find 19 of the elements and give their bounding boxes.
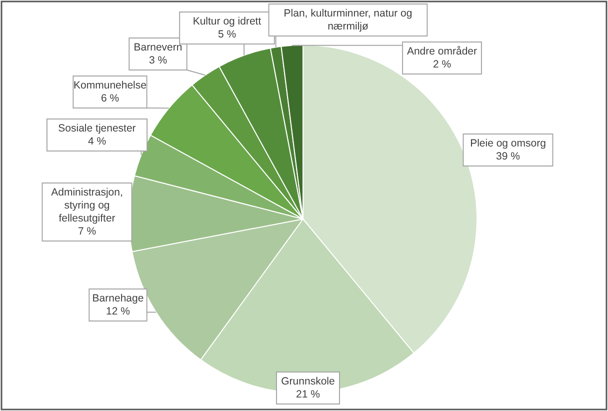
slice-label: Grunnskole: [281, 376, 336, 388]
data-label: 2 %: [432, 58, 452, 70]
data-label: 3 %: [148, 54, 168, 66]
slice-label: Barnehage: [92, 292, 144, 304]
slice-label: Kultur og idrett: [192, 16, 262, 28]
slice-label: Administrasjon, styring og fellesutgifter: [51, 186, 123, 224]
slice-label: Pleie og omsorg: [470, 138, 546, 150]
data-label: 4 %: [88, 136, 106, 148]
data-label: 12 %: [106, 306, 130, 318]
slice-label: Andre områder: [406, 46, 478, 58]
slice-label: Plan, kulturminner, natur og nærmiljø: [284, 8, 412, 32]
slice-label: Barnevern: [134, 42, 182, 54]
slice-label: Sosiale tjenester: [58, 122, 136, 134]
data-label: 5 %: [218, 28, 236, 40]
data-label: 21 %: [296, 388, 320, 400]
data-label: 7 %: [78, 226, 96, 238]
slice-label: Kommunehelse: [74, 80, 147, 92]
data-label: 39 %: [496, 150, 520, 162]
data-label: 6 %: [100, 92, 120, 104]
